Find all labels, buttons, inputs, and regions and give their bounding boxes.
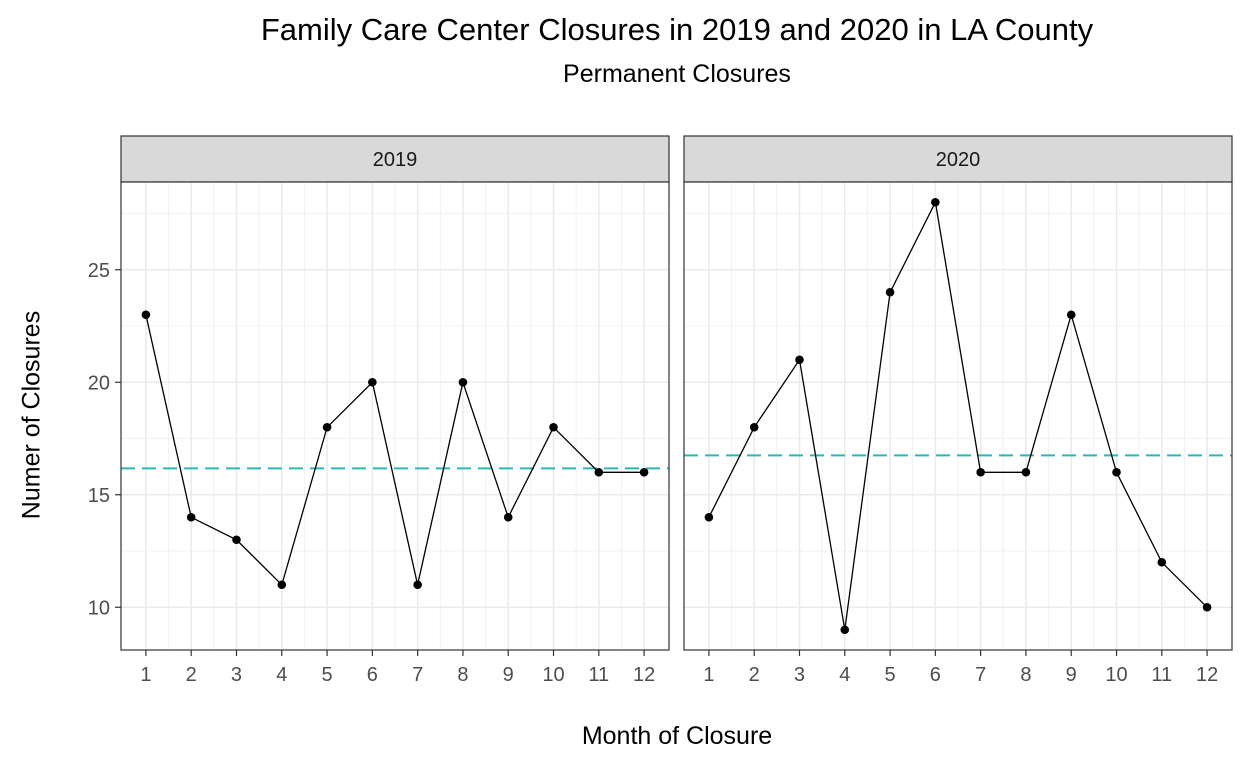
panel-2019-x-tick-label: 7 — [412, 664, 423, 686]
panel-2020-point-month-6 — [931, 197, 940, 207]
panel-2020-x-tick-label: 3 — [794, 664, 805, 686]
panel-2019-x-tick-label: 11 — [588, 664, 609, 686]
panel-2020-point-month-5 — [885, 287, 895, 297]
panel-2019-point-month-4 — [277, 580, 287, 590]
panel-2020-point-month-1 — [704, 512, 714, 522]
panel-2019-point-month-11 — [594, 467, 604, 477]
panel-2020-point-month-8 — [1021, 467, 1031, 477]
panel-2019-x-tick-label: 2 — [186, 664, 197, 686]
panel-2020-point-month-3 — [795, 355, 804, 365]
y-tick-label: 25 — [88, 260, 110, 282]
panel-2020-point-month-2 — [749, 422, 759, 432]
panel-2019-point-month-6 — [368, 377, 377, 387]
panel-2020-point-month-9 — [1066, 310, 1076, 320]
x-axis-label: Month of Closure — [581, 722, 773, 750]
panel-2019-x-tick-label: 12 — [633, 664, 655, 686]
y-tick-label: 15 — [88, 485, 110, 507]
chart-title: Family Care Center Closures in 2019 and … — [260, 12, 1094, 47]
panel-2020-x-tick-label: 8 — [1020, 664, 1031, 686]
panel-2019-point-month-8 — [458, 377, 468, 387]
panel-2019-x-tick-label: 5 — [322, 664, 333, 686]
panel-2019-x-tick-label: 6 — [367, 664, 378, 686]
panel-2020-x-tick-label: 9 — [1066, 664, 1077, 686]
panel-2020-point-month-4 — [840, 625, 850, 635]
panel-2020-x-tick-label: 6 — [930, 664, 941, 686]
panel-2020-strip-label: 2020 — [936, 149, 981, 171]
panel-2020-x-tick-label: 5 — [885, 664, 896, 686]
panel-2020-x-tick-label: 1 — [703, 664, 714, 686]
panel-2019-point-month-10 — [549, 422, 558, 432]
panel-2020-border — [683, 181, 1233, 651]
panel-2019-point-month-3 — [232, 535, 241, 545]
panel-2020-point-month-11 — [1157, 557, 1167, 567]
panel-2019-x-tick-label: 8 — [457, 664, 468, 686]
panel-2020-point-month-7 — [976, 467, 985, 477]
panel-2019-point-month-9 — [503, 512, 513, 522]
panel-2019-strip-label: 2019 — [373, 149, 418, 171]
panel-2019-x-tick-label: 10 — [542, 664, 564, 686]
y-tick-label: 10 — [88, 597, 110, 619]
y-tick-label: 20 — [88, 372, 110, 394]
panel-2020-strip — [683, 135, 1233, 183]
panel-2020-x-tick-label: 11 — [1151, 664, 1172, 686]
panel-2019-series-line — [145, 314, 645, 587]
panel-2019-border — [120, 181, 670, 651]
panel-2019-point-month-7 — [413, 580, 422, 590]
chart-subtitle: Permanent Closures — [563, 60, 791, 88]
panel-2020-x-tick-label: 2 — [749, 664, 760, 686]
panel-2019-point-month-1 — [141, 310, 151, 320]
panel-2019-x-tick-label: 9 — [503, 664, 514, 686]
panel-2019-x-tick-label: 1 — [140, 664, 151, 686]
panel-2019-strip — [120, 135, 670, 183]
panel-2020-point-month-12 — [1202, 602, 1212, 612]
panel-2019-point-month-5 — [322, 422, 332, 432]
panel-2020-point-month-10 — [1112, 467, 1121, 477]
panel-2020-x-tick-label: 4 — [839, 664, 850, 686]
panel-2019-point-month-2 — [186, 512, 196, 522]
panel-2020-series-line — [708, 200, 1208, 630]
panel-2019-point-month-12 — [639, 467, 649, 477]
panel-2019-x-tick-label: 4 — [276, 664, 287, 686]
panel-2020-x-tick-label: 12 — [1196, 664, 1218, 686]
panel-2020-x-tick-label: 7 — [975, 664, 986, 686]
panel-2019-x-tick-label: 3 — [231, 664, 242, 686]
panel-2020-x-tick-label: 10 — [1105, 664, 1127, 686]
